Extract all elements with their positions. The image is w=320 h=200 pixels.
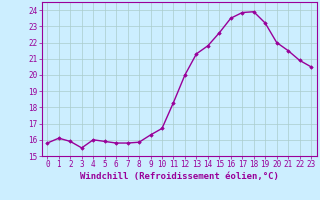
X-axis label: Windchill (Refroidissement éolien,°C): Windchill (Refroidissement éolien,°C) [80,172,279,181]
